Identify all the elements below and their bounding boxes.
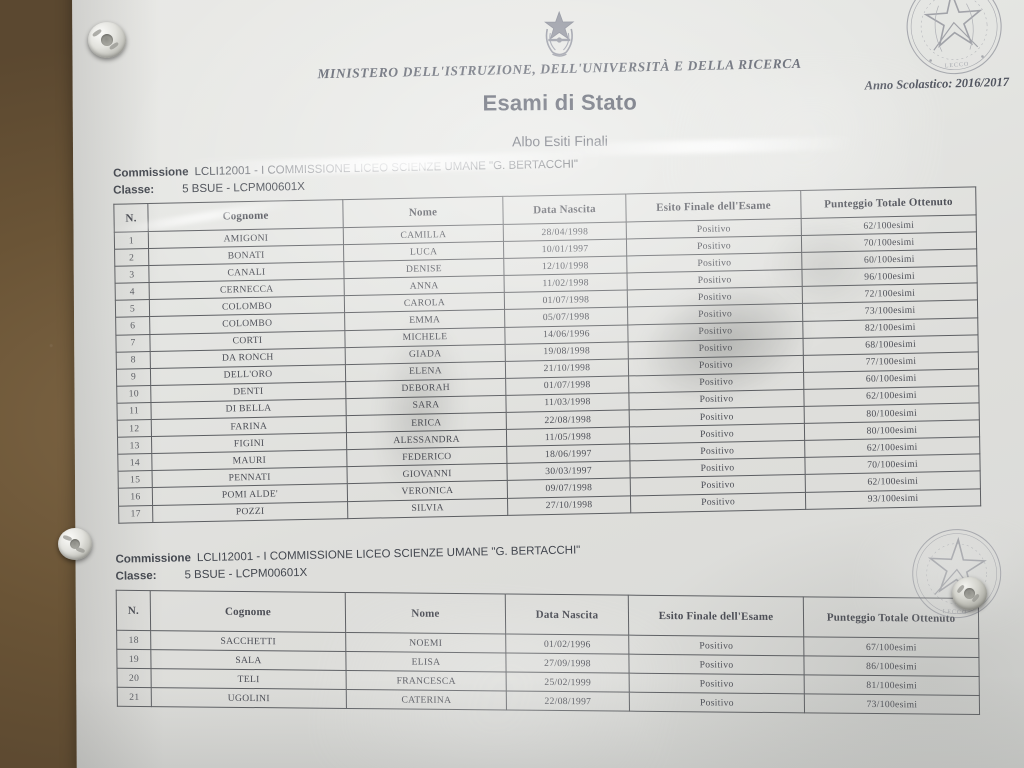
pushpin-middle-left[interactable] xyxy=(58,528,92,560)
col-header-data: Data Nascita xyxy=(502,193,627,225)
class-label: Classe: xyxy=(113,183,155,197)
col-header-esito-2: Esito Finale dell'Esame xyxy=(628,594,804,637)
cell-numero: 8 xyxy=(116,351,151,369)
commission-label-2: Commissione xyxy=(115,551,192,566)
cell-punteggio: 86/100esimi xyxy=(803,655,980,677)
cell-numero: 11 xyxy=(116,402,152,421)
pushpin-bottom-right[interactable] xyxy=(952,577,987,610)
col-header-nome: Nome xyxy=(342,196,504,228)
cell-numero: 17 xyxy=(118,505,153,523)
col-header-n: N. xyxy=(113,203,149,233)
class-label-2: Classe: xyxy=(115,569,157,583)
commission-value: LCLI12001 - I COMMISSIONE LICEO SCIENZE … xyxy=(194,158,579,179)
cell-numero: 15 xyxy=(118,470,153,489)
cell-data-nascita: 27/09/1998 xyxy=(505,652,630,673)
italian-republic-emblem-icon xyxy=(544,10,575,57)
cell-cognome: UGOLINI xyxy=(151,687,347,709)
cell-numero: 13 xyxy=(117,436,152,455)
cell-numero: 14 xyxy=(117,453,153,472)
cell-nome: NOEMI xyxy=(345,632,506,653)
pushpin-top-left[interactable] xyxy=(88,22,126,58)
cell-numero: 2 xyxy=(114,248,149,267)
cell-nome: FRANCESCA xyxy=(346,670,507,691)
cell-punteggio: 81/100esimi xyxy=(804,674,980,696)
cell-cognome: SALA xyxy=(150,649,347,671)
col-header-n-2: N. xyxy=(116,589,151,631)
cell-punteggio: 67/100esimi xyxy=(803,636,979,658)
cell-numero: 10 xyxy=(116,385,151,404)
commission-value-2: LCLI12001 - I COMMISSIONE LICEO SCIENZE … xyxy=(196,544,581,564)
cell-data-nascita: 27/10/1998 xyxy=(507,495,631,515)
results-table-wrapper-2: N. Cognome Nome Data Nascita Esito Final… xyxy=(116,589,1011,715)
cell-cognome: POZZI xyxy=(152,501,348,523)
col-header-nome-2: Nome xyxy=(345,592,506,634)
commission-label: Commissione xyxy=(113,166,189,180)
emblem-container xyxy=(112,6,1006,61)
col-header-cognome-2: Cognome xyxy=(150,590,346,633)
cell-numero: 5 xyxy=(115,299,150,318)
class-value-2: 5 BSUE - LCPM00601X xyxy=(184,566,308,581)
cell-data-nascita: 01/02/1996 xyxy=(505,633,629,654)
cell-numero: 18 xyxy=(116,629,151,650)
col-header-punteggio: Punteggio Totale Ottenuto xyxy=(800,186,977,219)
results-table-body-1: 1 AMIGONI CAMILLA 28/04/1998 Positivo 62/100e… xyxy=(114,214,981,523)
cell-esito: Positivo xyxy=(628,634,804,656)
cell-numero: 1 xyxy=(114,231,149,250)
posted-document-sheet: LECCO LECCO xyxy=(72,0,1024,768)
cell-numero: 19 xyxy=(116,648,152,669)
class-value: 5 BSUE - LCPM00601X xyxy=(182,180,305,196)
page-subtitle: Albo Esiti Finali xyxy=(512,132,608,150)
pushpin-hole xyxy=(100,33,114,47)
cell-numero: 7 xyxy=(115,334,151,352)
pushpin-hole xyxy=(963,587,976,600)
cell-numero: 6 xyxy=(115,317,150,335)
col-header-esito: Esito Finale dell'Esame xyxy=(625,190,802,222)
cell-punteggio: 93/100esimi xyxy=(805,488,981,510)
cell-cognome: SACCHETTI xyxy=(150,630,346,652)
results-table-wrapper-1: N. Cognome Nome Data Nascita Esito Final… xyxy=(113,186,1012,523)
cell-numero: 16 xyxy=(118,487,153,506)
cell-data-nascita: 25/02/1999 xyxy=(506,671,630,692)
col-header-data-2: Data Nascita xyxy=(505,593,629,635)
cell-punteggio: 73/100esimi xyxy=(804,693,980,715)
document-body: MINISTERO DELL'ISTRUZIONE, DELL'UNIVERSI… xyxy=(72,0,1024,715)
cell-nome: SILVIA xyxy=(347,497,508,519)
cell-numero: 4 xyxy=(115,282,150,301)
cell-numero: 21 xyxy=(117,686,152,707)
results-table-body-2: 18 SACCHETTI NOEMI 01/02/1996 Positivo 67/100… xyxy=(116,629,980,715)
commission-block-1: Commissione LCLI12001 - I COMMISSIONE LIC… xyxy=(113,158,1012,523)
cell-numero: 20 xyxy=(117,667,152,688)
cell-nome: ELISA xyxy=(345,651,507,672)
cell-esito: Positivo xyxy=(628,653,805,675)
cell-numero: 3 xyxy=(114,265,150,284)
col-header-punteggio-2: Punteggio Totale Ottenuto xyxy=(803,596,979,639)
cell-esito: Positivo xyxy=(630,491,806,513)
results-table-1: N. Cognome Nome Data Nascita Esito Final… xyxy=(113,186,981,523)
results-table-2: N. Cognome Nome Data Nascita Esito Final… xyxy=(116,589,980,715)
cell-cognome: TELI xyxy=(151,668,347,690)
cell-data-nascita: 22/08/1997 xyxy=(506,690,630,711)
cell-numero: 12 xyxy=(117,419,152,438)
cell-nome: CATERINA xyxy=(346,689,507,710)
pushpin-hole xyxy=(69,538,81,550)
col-header-cognome: Cognome xyxy=(147,199,344,232)
cell-esito: Positivo xyxy=(629,691,805,713)
cell-numero: 9 xyxy=(116,368,151,387)
cell-esito: Positivo xyxy=(629,672,805,694)
commission-block-2: Commissione LCLI12001 - I COMMISSIONE LIC… xyxy=(115,544,1010,715)
